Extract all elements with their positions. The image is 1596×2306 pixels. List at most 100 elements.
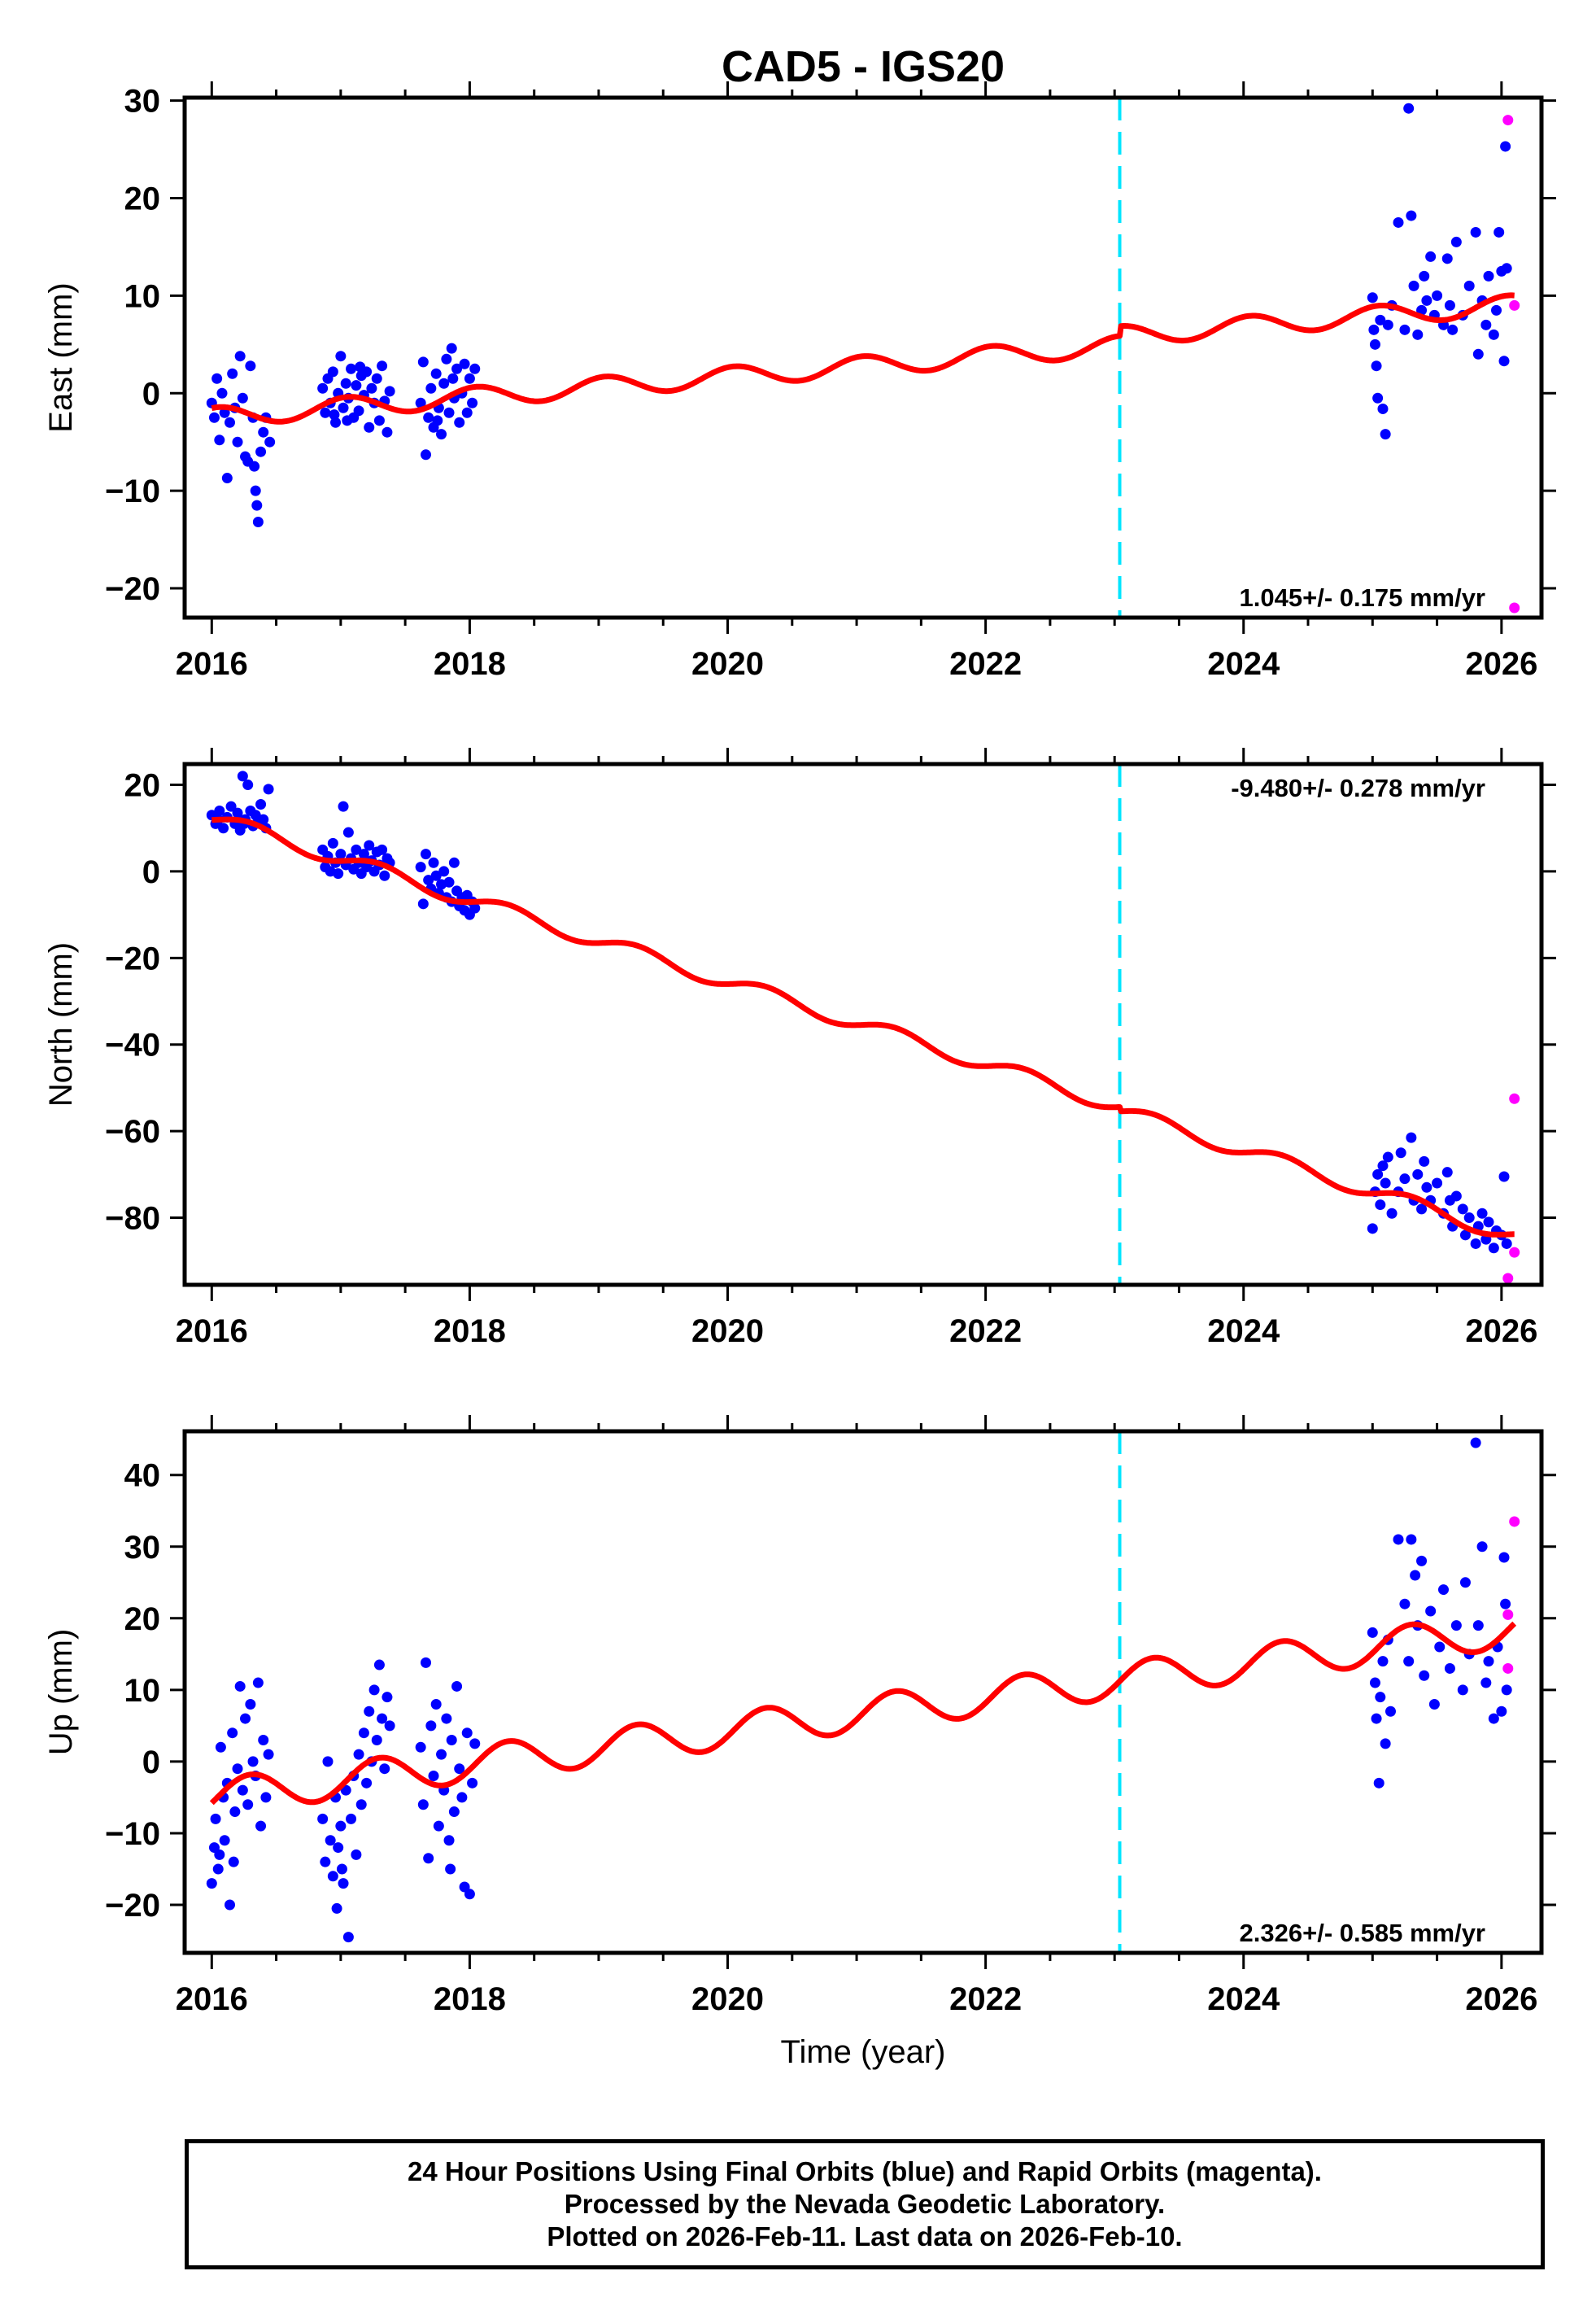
final-orbit-point — [461, 407, 473, 418]
final-orbit-point — [420, 1657, 431, 1668]
final-orbit-point — [438, 866, 450, 877]
final-orbit-point — [1395, 1147, 1406, 1159]
final-orbit-point — [1434, 1641, 1446, 1653]
y-tick-label: 10 — [124, 278, 161, 314]
final-orbit-point — [232, 1763, 243, 1775]
final-orbit-point — [1419, 270, 1430, 282]
final-orbit-point — [264, 436, 276, 448]
x-tick-label: 2018 — [434, 1981, 506, 2017]
y-tick-label: −80 — [105, 1201, 160, 1237]
final-orbit-point — [327, 837, 338, 849]
final-orbit-point — [342, 827, 354, 838]
final-orbit-point — [1441, 253, 1453, 264]
y-tick-label: −10 — [105, 474, 160, 509]
final-orbit-point — [327, 1871, 338, 1882]
plot-frame — [182, 1429, 1544, 1955]
final-orbit-point — [1450, 236, 1462, 247]
final-orbit-point — [1441, 1167, 1453, 1178]
y-tick-label: 10 — [124, 1673, 161, 1709]
rate-label: 2.326+/- 0.585 mm/yr — [1240, 1919, 1485, 1947]
final-orbit-point — [456, 1792, 468, 1803]
final-orbit-point — [1371, 360, 1382, 372]
final-orbit-point — [417, 1799, 429, 1810]
y-tick-label: 20 — [124, 768, 161, 804]
rate-label: -9.480+/- 0.278 mm/yr — [1231, 774, 1485, 802]
final-orbit-point — [242, 780, 254, 791]
y-tick-label: 0 — [142, 376, 160, 412]
final-orbit-point — [229, 1806, 241, 1818]
final-orbit-point — [430, 870, 442, 881]
final-orbit-point — [353, 1749, 364, 1760]
final-orbit-point — [415, 1741, 426, 1753]
final-orbit-point — [464, 373, 475, 384]
final-orbit-point — [214, 805, 225, 816]
final-orbit-point — [1399, 1598, 1411, 1609]
rapid-orbit-point — [1502, 1273, 1514, 1284]
rapid-orbit-point — [1509, 602, 1520, 614]
final-orbit-point — [232, 436, 243, 448]
final-orbit-point — [364, 421, 375, 433]
final-orbit-point — [443, 876, 455, 888]
final-orbit-point — [1372, 392, 1384, 404]
footer-line-3: Plotted on 2026-Feb-11. Last data on 202… — [547, 2221, 1183, 2251]
final-orbit-point — [333, 868, 344, 880]
final-orbit-point — [1382, 1151, 1393, 1163]
final-orbit-point — [227, 1727, 238, 1739]
final-orbit-point — [469, 363, 481, 374]
final-orbit-point — [1368, 324, 1380, 335]
x-tick-label: 2016 — [176, 1981, 248, 2017]
x-tick-label: 2026 — [1465, 1981, 1537, 2017]
final-orbit-point — [1498, 356, 1510, 367]
final-orbit-point — [1380, 1177, 1391, 1189]
rate-label: 1.045+/- 0.175 mm/yr — [1240, 583, 1485, 612]
final-orbit-point — [338, 402, 349, 413]
final-orbit-point — [366, 382, 377, 394]
final-orbit-point — [423, 1853, 434, 1864]
final-orbit-point — [464, 1889, 475, 1900]
final-orbit-point — [364, 1705, 375, 1717]
footer-line-1: 24 Hour Positions Using Final Orbits (bl… — [408, 2156, 1322, 2186]
final-orbit-point — [317, 382, 329, 394]
x-tick-label: 2020 — [691, 1981, 764, 2017]
final-orbit-point — [242, 1799, 254, 1810]
final-orbit-point — [251, 500, 263, 511]
final-orbit-point — [1444, 299, 1455, 311]
final-orbit-point — [1377, 1160, 1389, 1172]
final-orbit-point — [1459, 1229, 1471, 1241]
final-orbit-point — [1425, 1605, 1437, 1617]
final-orbit-point — [379, 870, 390, 881]
final-orbit-point — [1421, 295, 1432, 306]
final-orbit-point — [240, 1713, 251, 1724]
final-orbit-point — [1375, 314, 1386, 325]
final-orbit-point — [1399, 324, 1411, 335]
final-orbit-point — [252, 1677, 264, 1688]
plot-frame — [182, 95, 1544, 620]
final-orbit-point — [353, 405, 364, 417]
final-orbit-point — [373, 1659, 385, 1671]
final-orbit-point — [373, 415, 385, 426]
final-orbit-point — [325, 1835, 336, 1846]
final-orbit-point — [377, 1713, 388, 1724]
final-orbit-point — [417, 898, 429, 910]
final-orbit-point — [1476, 1208, 1488, 1219]
y-tick-label: −10 — [105, 1816, 160, 1852]
x-tick-label: 2016 — [176, 1313, 248, 1349]
final-orbit-point — [379, 1763, 390, 1775]
final-orbit-point — [436, 1749, 447, 1760]
final-orbit-point — [447, 373, 459, 384]
plot-area — [206, 764, 1520, 1285]
final-orbit-point — [1463, 1212, 1475, 1224]
y-tick-label: −60 — [105, 1114, 160, 1150]
final-orbit-point — [216, 387, 228, 399]
final-orbit-point — [346, 1813, 357, 1824]
final-orbit-point — [1373, 1777, 1385, 1788]
y-axis-label: East (mm) — [43, 282, 79, 432]
final-orbit-point — [260, 1792, 272, 1803]
x-tick-label: 2022 — [949, 1313, 1022, 1349]
final-orbit-point — [340, 378, 351, 389]
final-orbit-point — [211, 373, 223, 384]
final-orbit-point — [430, 1698, 442, 1710]
final-orbit-point — [1480, 319, 1492, 330]
rapid-orbit-point — [1509, 1093, 1520, 1104]
